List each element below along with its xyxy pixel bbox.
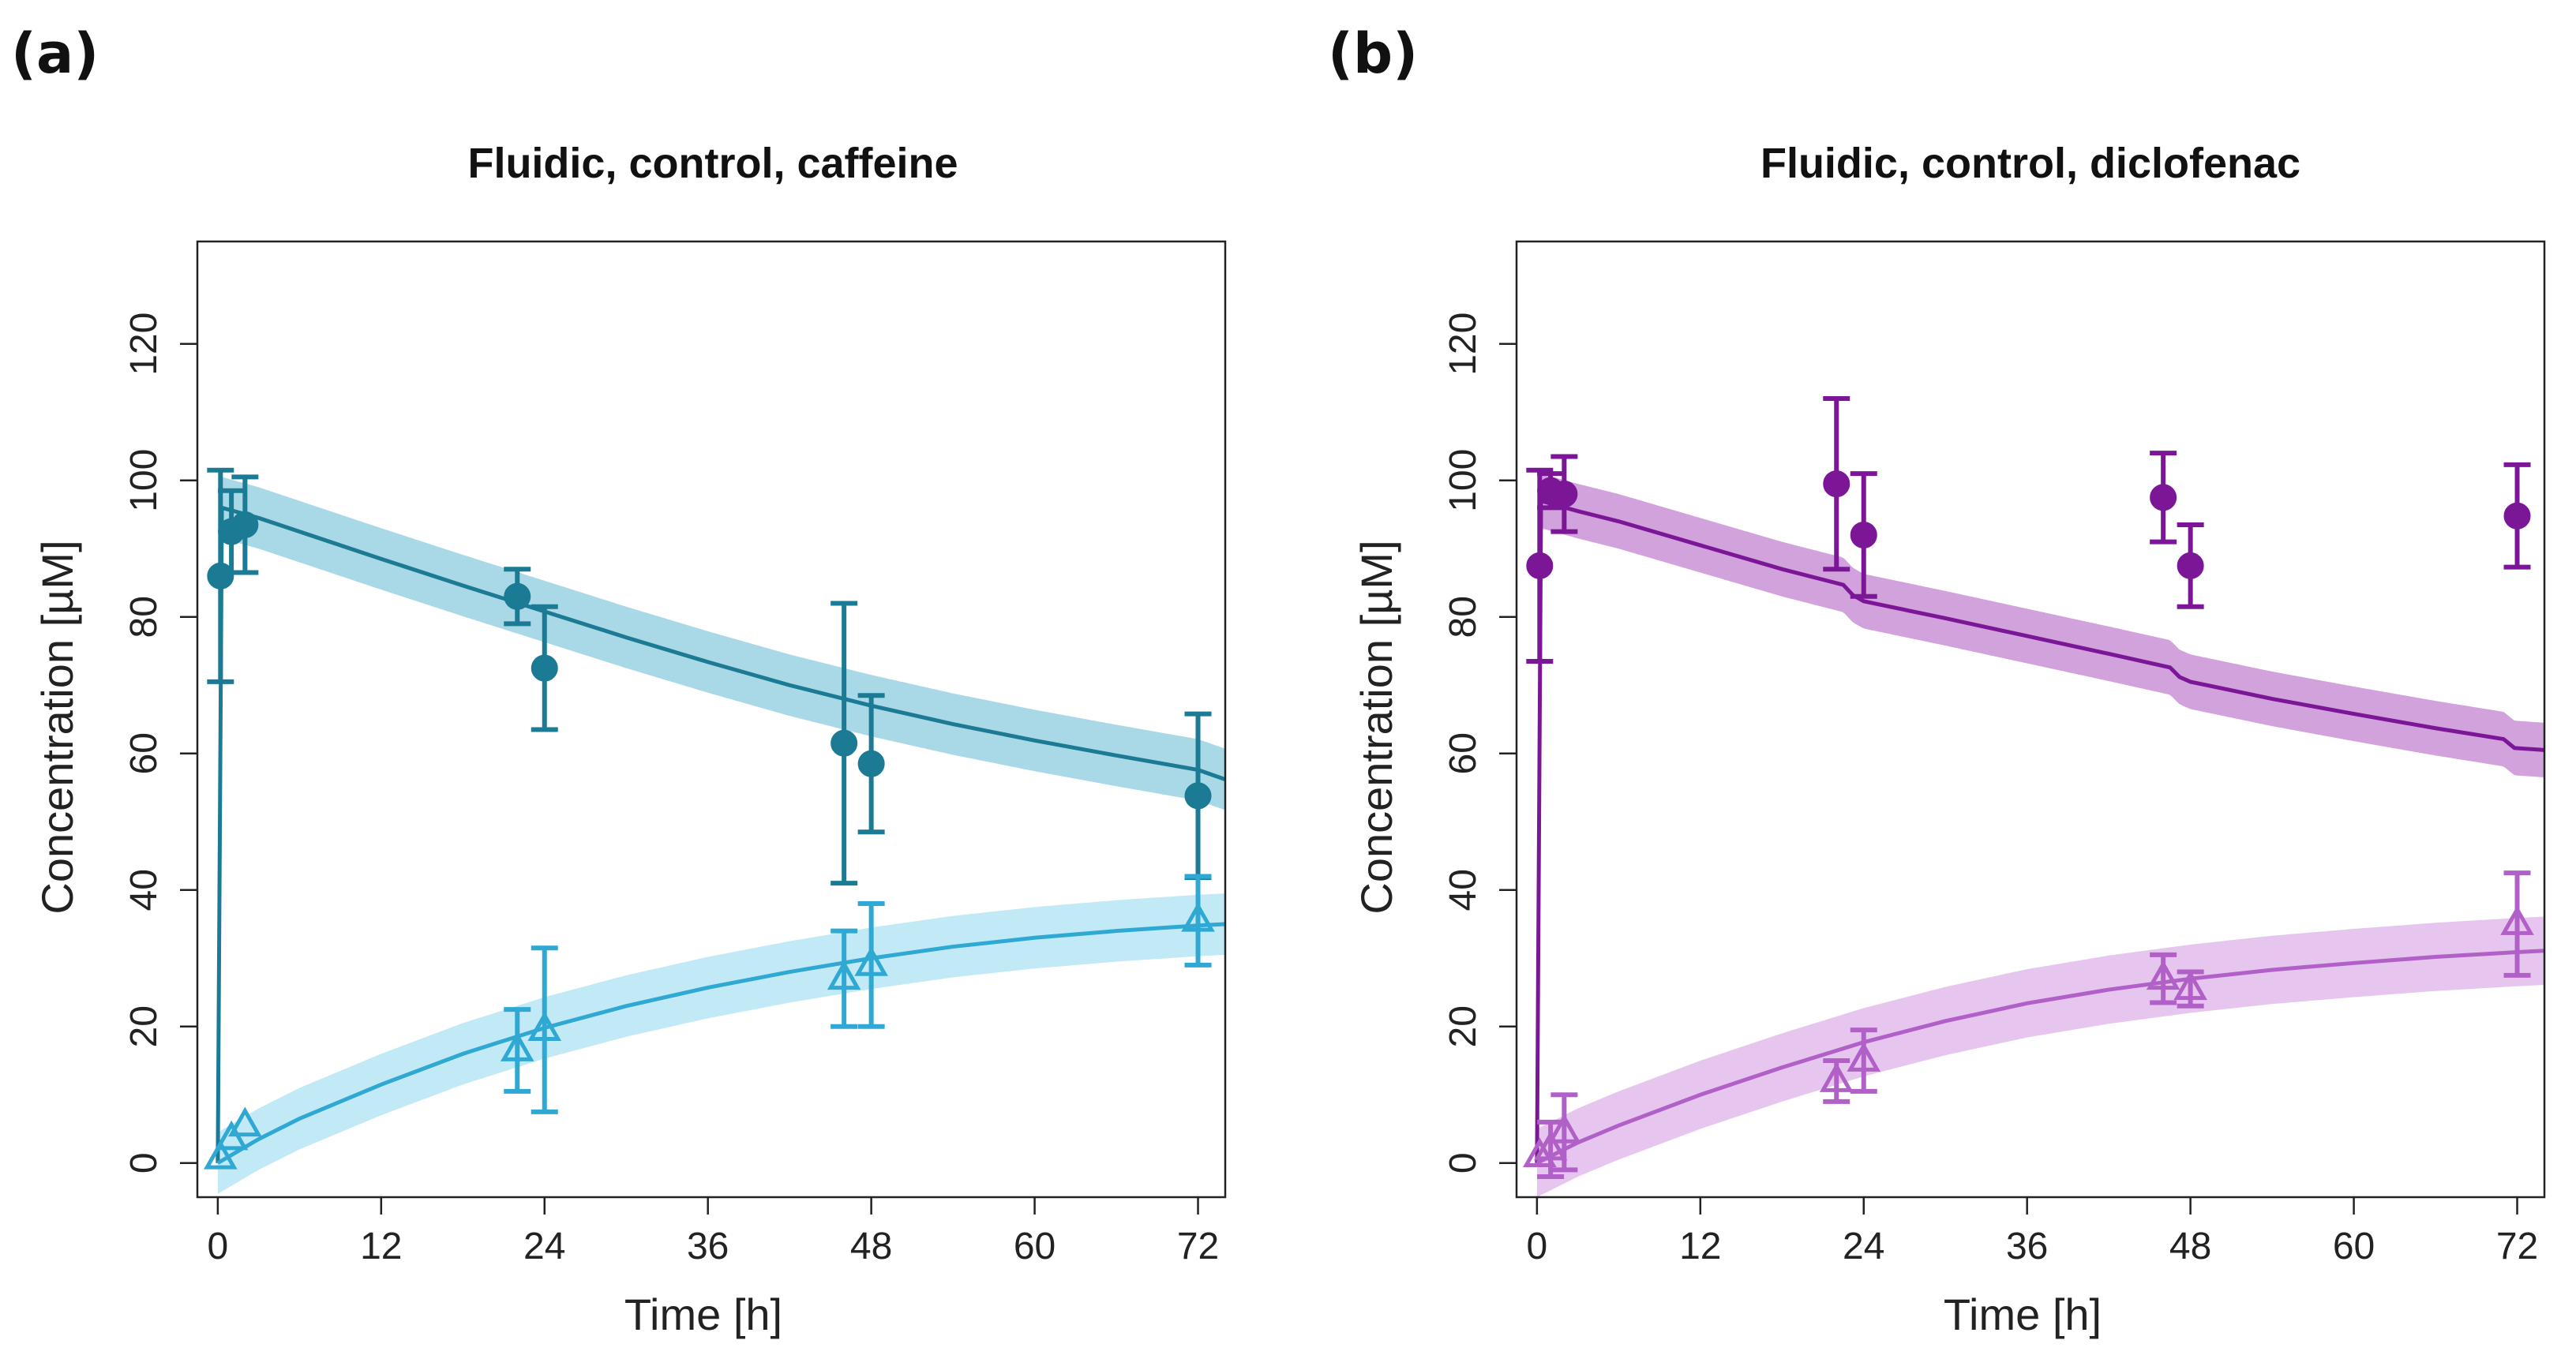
y-tick-label: 40 — [123, 869, 165, 911]
data-point-parent — [207, 562, 234, 590]
x-tick-label: 0 — [1527, 1226, 1548, 1267]
x-tick-label: 24 — [1843, 1226, 1884, 1267]
model-line-parent — [1535, 498, 2544, 1163]
data-point-metabolite — [1819, 1062, 1854, 1092]
data-point-parent — [1550, 481, 1578, 508]
model-line-metabolite — [216, 922, 1225, 1165]
data-point-metabolite — [228, 1106, 262, 1137]
x-tick-label: 72 — [1177, 1226, 1219, 1267]
y-axis-title: Concentration [µM] — [32, 540, 82, 914]
plot-area — [1535, 474, 2544, 1197]
x-axis-title: Time [h] — [1944, 1289, 2102, 1339]
y-tick-label: 80 — [123, 596, 165, 638]
data-point-parent — [831, 729, 858, 757]
chart-diclofenac: Fluidic, control, diclofenac 0 12 24 36 48 60 7… — [1352, 140, 2546, 1339]
model-line-metabolite — [1535, 949, 2544, 1165]
y-tick-label: 20 — [123, 1005, 165, 1047]
x-tick-label: 60 — [1014, 1226, 1056, 1267]
data-point-metabolite — [1533, 1130, 1568, 1161]
panel-label-a: (a) — [11, 21, 99, 86]
y-tick-label: 100 — [123, 449, 165, 512]
confidence-band-parent — [1536, 474, 2544, 1163]
data-point-parent — [531, 654, 558, 682]
y-tick-label: 0 — [1442, 1152, 1484, 1173]
data-point-parent — [2177, 552, 2204, 579]
x-axis-title: Time [h] — [624, 1289, 782, 1339]
x-tick-label: 36 — [687, 1226, 729, 1267]
data-point-metabolite — [1547, 1114, 1581, 1144]
data-point-parent — [1850, 521, 1877, 548]
chart-caffeine: Fluidic, control, caffeine 0 12 24 36 48 60 72 0… — [32, 140, 1227, 1339]
model-line-parent — [216, 505, 1225, 1163]
x-tick-label: 24 — [523, 1226, 565, 1267]
data-point-metabolite — [500, 1031, 534, 1061]
data-point-metabolite — [2146, 960, 2180, 990]
data-point-metabolite — [2173, 970, 2207, 1001]
data-point-parent — [231, 511, 259, 538]
x-tick-label: 12 — [360, 1226, 402, 1267]
y-tick-label: 60 — [123, 732, 165, 774]
data-point-parent — [1823, 470, 1850, 498]
confidence-band-metabolite — [1536, 916, 2544, 1197]
x-tick-label: 36 — [2006, 1226, 2048, 1267]
data-point-metabolite — [1847, 1042, 1881, 1072]
data-point-parent — [1526, 552, 1554, 579]
y-tick-label: 120 — [1442, 313, 1484, 376]
y-tick-label: 120 — [123, 313, 165, 376]
y-tick-label: 0 — [123, 1152, 165, 1173]
data-point-parent — [857, 750, 885, 777]
data-point-metabolite — [854, 946, 888, 976]
x-tick-label: 48 — [2169, 1226, 2211, 1267]
data-point-metabolite — [827, 960, 861, 990]
data-point-metabolite — [1181, 902, 1215, 932]
data-point-metabolite — [204, 1140, 238, 1170]
panel-label-b: (b) — [1328, 21, 1418, 86]
plot-frame — [1515, 240, 2546, 1199]
confidence-band-parent — [217, 477, 1225, 1163]
data-point-metabolite — [1523, 1137, 1557, 1167]
data-point-parent — [1184, 782, 1212, 810]
chart-title: Fluidic, control, diclofenac — [1760, 140, 2300, 187]
data-point-parent — [504, 582, 531, 610]
y-tick-label: 80 — [1442, 596, 1484, 638]
data-point-metabolite — [527, 1011, 562, 1041]
y-tick-label: 40 — [1442, 869, 1484, 911]
confidence-band-metabolite — [217, 893, 1225, 1194]
x-tick-label: 0 — [208, 1226, 229, 1267]
data-point-parent — [2150, 484, 2177, 511]
x-tick-label: 48 — [850, 1226, 892, 1267]
x-tick-label: 72 — [2496, 1226, 2538, 1267]
y-tick-label: 60 — [1442, 732, 1484, 774]
x-tick-label: 60 — [2333, 1226, 2375, 1267]
data-point-metabolite — [2500, 905, 2534, 935]
y-tick-label: 20 — [1442, 1005, 1484, 1047]
x-tick-label: 12 — [1679, 1226, 1721, 1267]
data-point-parent — [2503, 502, 2531, 530]
plot-frame — [196, 240, 1227, 1199]
y-axis-title: Concentration [µM] — [1352, 540, 1401, 914]
y-tick-label: 100 — [1442, 449, 1484, 512]
chart-title: Fluidic, control, caffeine — [467, 140, 958, 187]
plot-area — [216, 477, 1225, 1194]
